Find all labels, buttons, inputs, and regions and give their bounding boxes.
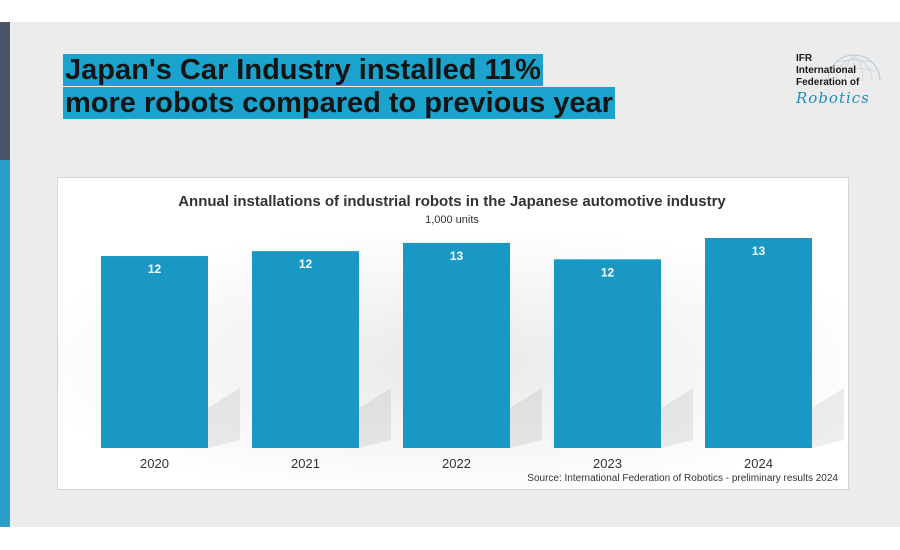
sidebar-accent-blue <box>0 160 10 527</box>
bar-shadow <box>661 388 693 448</box>
bar-shadow <box>812 388 844 448</box>
bar-shadow <box>359 388 391 448</box>
globe-icon <box>827 54 881 81</box>
bar-chart: Annual installations of industrial robot… <box>58 193 848 489</box>
chart-subtitle: 1,000 units <box>425 214 479 226</box>
ifr-logo: IFR International Federation of Robotics <box>796 53 886 113</box>
bar-2022 <box>403 242 510 448</box>
x-tick-label: 2020 <box>140 456 169 471</box>
bar-2020 <box>101 256 208 448</box>
sidebar-accent-dark <box>0 22 10 160</box>
chart-title: Annual installations of industrial robot… <box>178 193 726 210</box>
bar-shadow <box>208 388 240 448</box>
logo-text-ifr: IFR <box>796 53 813 64</box>
x-tick-label: 2024 <box>744 456 773 471</box>
x-tick-label: 2021 <box>291 456 320 471</box>
bar-value-label: 12 <box>601 265 615 279</box>
headline-line-1: Japan's Car Industry installed 11% <box>63 54 543 86</box>
bar-value-label: 13 <box>450 249 464 263</box>
x-tick-label: 2022 <box>442 456 471 471</box>
logo-text-international: International <box>796 65 857 76</box>
bar-value-label: 13 <box>752 244 766 258</box>
headline: Japan's Car Industry installed 11% more r… <box>63 54 638 120</box>
bar-value-label: 12 <box>148 262 162 276</box>
bar-shadow <box>510 388 542 448</box>
headline-line-2: more robots compared to previous year <box>63 87 615 119</box>
logo-text-federation: Federation of <box>796 77 860 88</box>
bar-series: 12 2020 12 2021 13 2022 12 2023 13 2024 <box>101 238 844 471</box>
chart-panel: Annual installations of industrial robot… <box>57 177 849 490</box>
chart-source: Source: International Federation of Robo… <box>527 473 838 484</box>
x-tick-label: 2023 <box>593 456 622 471</box>
bar-2023 <box>554 259 661 448</box>
bar-value-label: 12 <box>299 257 313 271</box>
bar-2021 <box>252 251 359 448</box>
slide: Japan's Car Industry installed 11% more r… <box>0 22 900 527</box>
logo-text-robotics: Robotics <box>796 89 870 107</box>
bar-2024 <box>705 238 812 448</box>
